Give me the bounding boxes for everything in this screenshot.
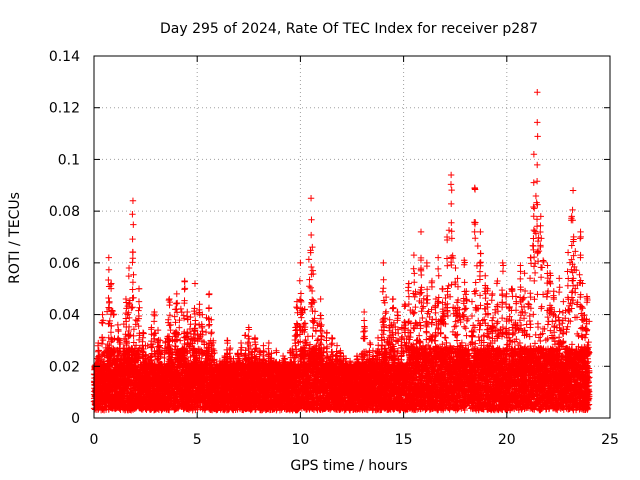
roti-point <box>99 319 106 327</box>
roti-point <box>95 347 102 354</box>
roti-point <box>99 311 106 318</box>
roti-point <box>94 348 102 355</box>
roti-point <box>98 340 106 348</box>
roti-point <box>95 339 102 347</box>
roti-point <box>98 334 106 342</box>
roti-point <box>95 387 103 395</box>
roti-point <box>99 405 106 413</box>
grid-lines <box>94 56 610 418</box>
roti-point <box>99 384 106 391</box>
roti-point <box>99 317 107 324</box>
data-points <box>90 89 593 414</box>
roti-point <box>95 355 102 362</box>
